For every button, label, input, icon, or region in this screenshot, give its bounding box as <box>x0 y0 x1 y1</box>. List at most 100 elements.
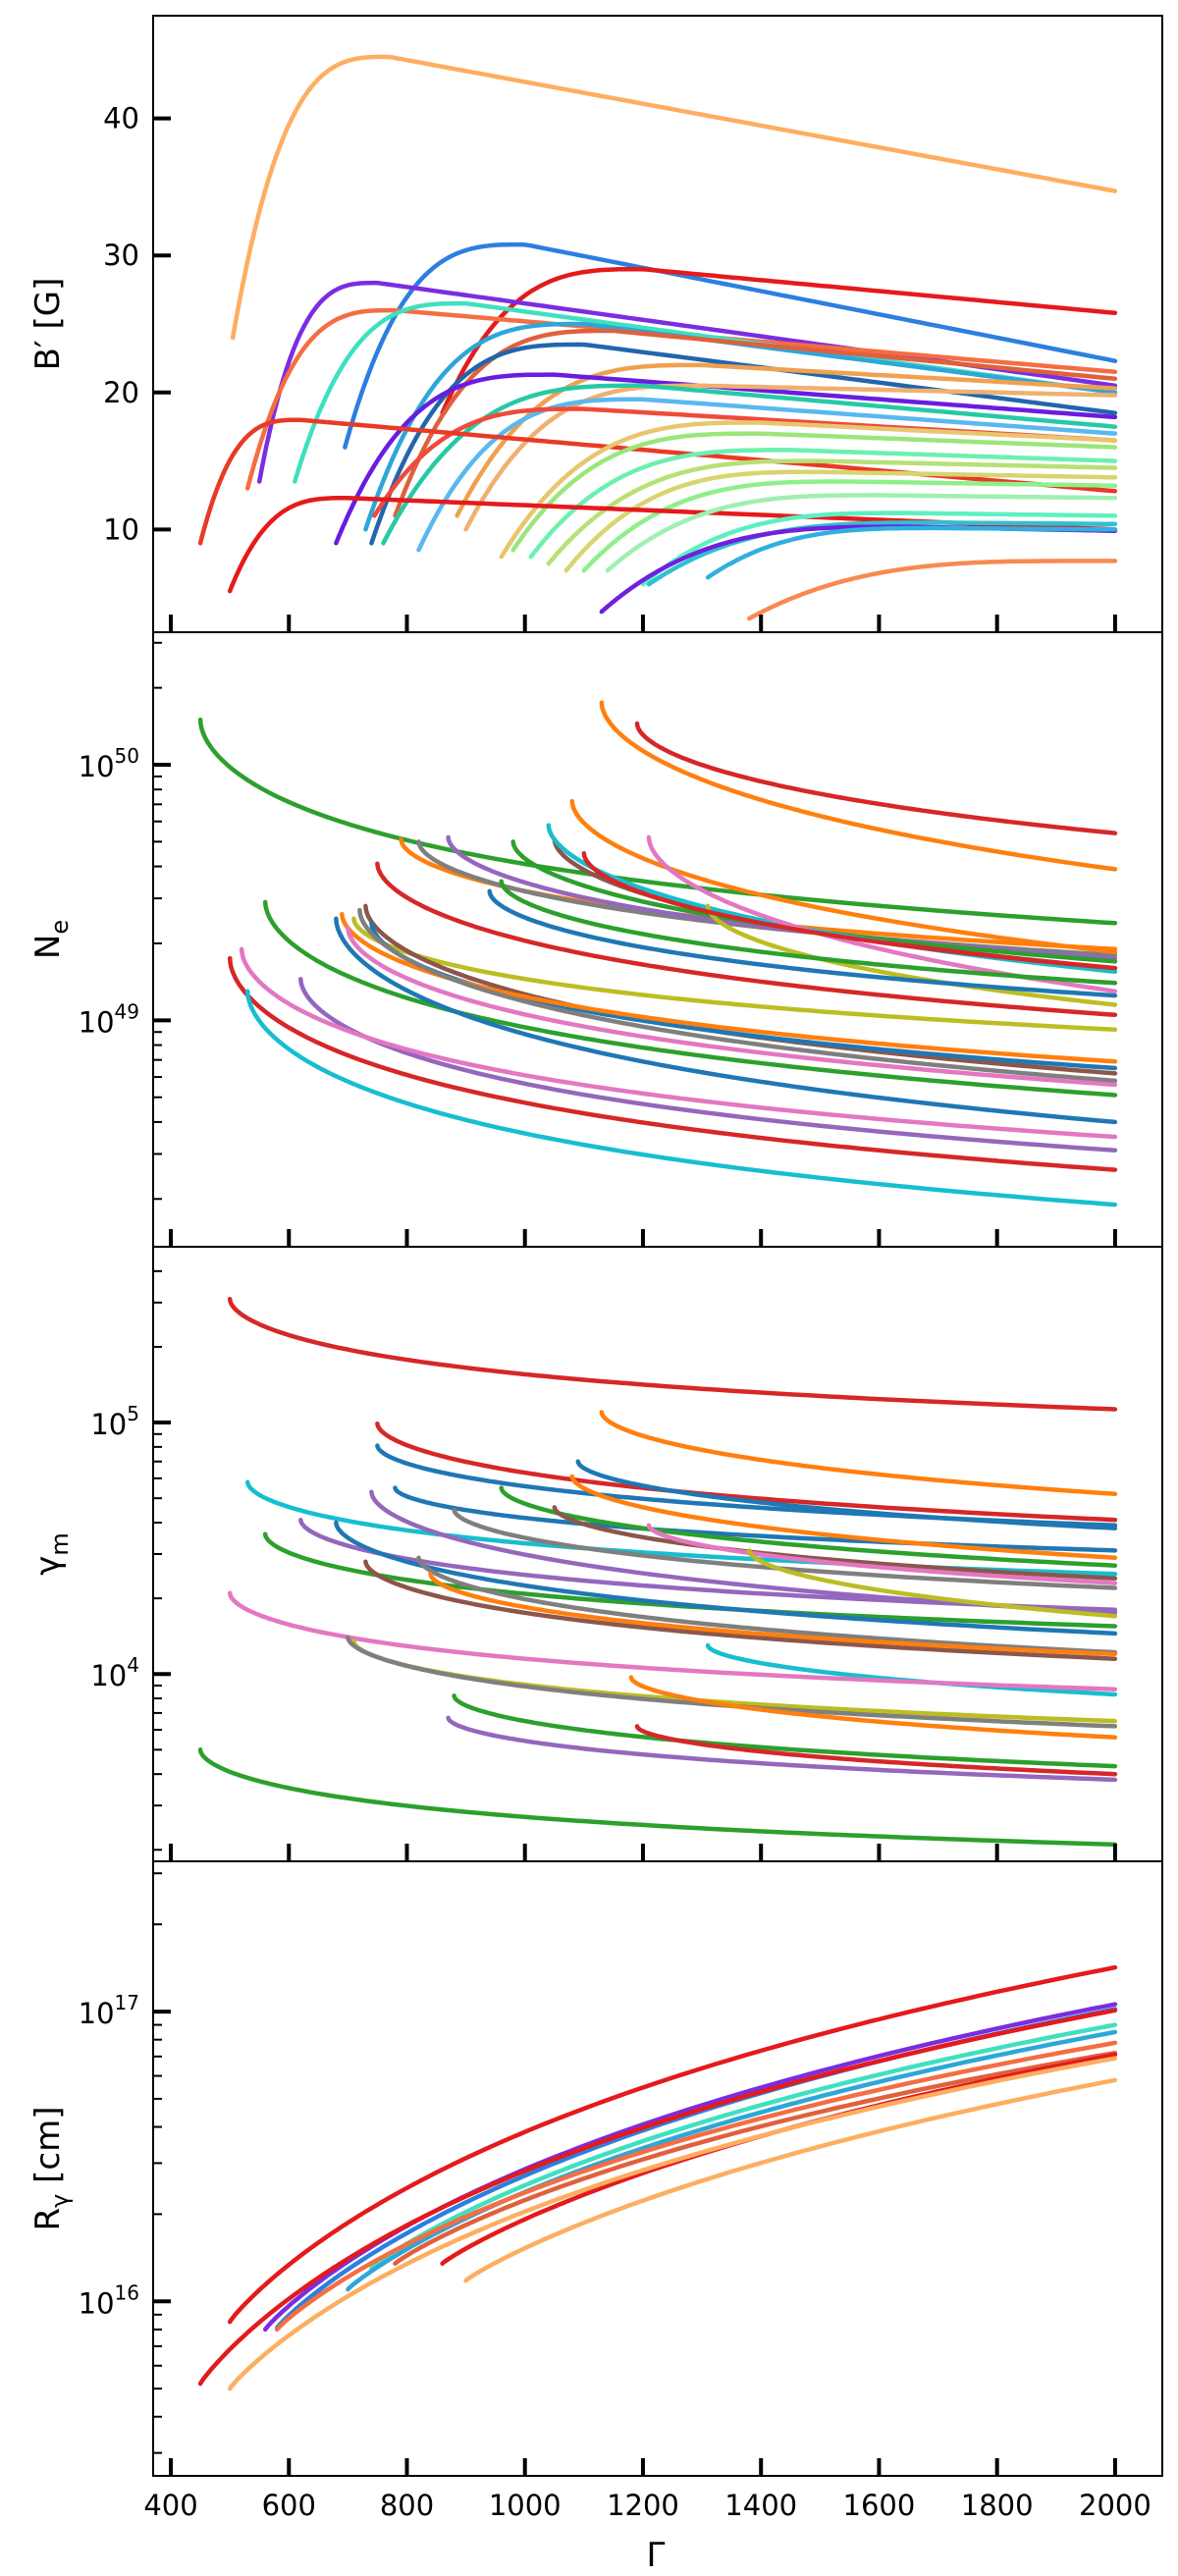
series-line-15 <box>334 1520 1118 1637</box>
series-line-13 <box>375 861 1118 1018</box>
series-line-29 <box>746 559 1118 621</box>
y-tick-label: 104 <box>90 1653 139 1692</box>
series-line-29 <box>197 1747 1118 1848</box>
y-tick-label: 1050 <box>79 744 139 783</box>
series-line-24 <box>605 493 1118 573</box>
series-line-14 <box>416 397 1118 553</box>
series-line-20 <box>546 458 1118 566</box>
x-tick-label: 1000 <box>489 2489 562 2522</box>
series-line-2 <box>599 700 1118 872</box>
y-tick-label: 1017 <box>79 1991 139 2030</box>
series-line-8 <box>569 798 1118 955</box>
y-axis-label: γm <box>28 1532 74 1576</box>
series-line-1 <box>227 1296 1118 1412</box>
series-line-19 <box>528 448 1118 560</box>
series-line-1 <box>230 54 1118 341</box>
x-tick-label: 400 <box>143 2489 197 2522</box>
series-line-8 <box>393 328 1118 518</box>
axes-frame <box>152 1860 1163 2477</box>
series-line-1 <box>227 1964 1118 2325</box>
series-line-17 <box>239 946 1118 1140</box>
series-line-28 <box>446 1715 1118 1783</box>
x-tick-label: 1200 <box>607 2489 679 2522</box>
series-line-19 <box>244 989 1118 1208</box>
series-line-9 <box>569 1474 1118 1561</box>
series-line-14 <box>262 899 1118 1098</box>
series-line-10 <box>227 2056 1118 2391</box>
panels: 10 20 30 40 B′ [G] 1049 1050 Ne 104 105 γm 1016 1017… <box>28 15 1163 2477</box>
x-axis-label: Γ <box>647 2536 666 2575</box>
y-axis-label: B′ [G] <box>28 278 68 371</box>
series-line-21 <box>563 469 1118 573</box>
series-line-25 <box>346 925 1118 1088</box>
series-line-11 <box>463 2077 1118 2283</box>
x-tick-label: 1400 <box>724 2489 797 2522</box>
series-line-14 <box>262 1531 1118 1629</box>
series-line-23 <box>340 912 1118 1064</box>
x-tick-label: 600 <box>262 2489 316 2522</box>
series-line-19 <box>646 1523 1118 1585</box>
panel-3: 104 105 γm <box>28 1246 1163 1862</box>
series-line-20 <box>351 916 1118 1033</box>
series-line-26 <box>499 879 1118 986</box>
y-tick-label: 1016 <box>79 2281 139 2320</box>
series-line-28 <box>581 851 1118 971</box>
series-line-8 <box>499 1485 1118 1568</box>
y-tick-label: 10 <box>103 512 139 546</box>
series-line-1 <box>197 717 1118 926</box>
panel-1: 10 20 30 40 B′ [G] <box>28 15 1163 633</box>
series-line-22 <box>227 1590 1118 1691</box>
series-line-3 <box>375 1421 1118 1523</box>
series-group <box>197 54 1118 621</box>
series-line-13 <box>369 1489 1118 1616</box>
y-axis-label: Rγ [cm] <box>28 2107 74 2231</box>
series-line-18 <box>227 955 1118 1172</box>
series-line-5 <box>575 1459 1118 1530</box>
y-tick-label: 105 <box>90 1402 139 1441</box>
series-group <box>197 700 1118 1208</box>
series-line-16 <box>363 1559 1118 1661</box>
y-axis-label: Ne <box>28 920 74 959</box>
series-line-24 <box>346 1635 1118 1729</box>
series-line-2 <box>599 1410 1118 1497</box>
series-line-18 <box>428 1572 1118 1657</box>
series-line-10 <box>455 362 1118 518</box>
x-tick-label: 800 <box>380 2489 434 2522</box>
series-line-2 <box>343 242 1118 450</box>
x-tick-label: 1800 <box>961 2489 1034 2522</box>
series-line-12 <box>463 383 1118 532</box>
series-line-28 <box>705 525 1118 580</box>
series-line-27 <box>634 1724 1118 1777</box>
series-line-4 <box>197 2008 1118 2387</box>
y-tick-label: 20 <box>103 376 139 409</box>
series-line-25 <box>628 1675 1118 1740</box>
series-line-16 <box>298 977 1118 1153</box>
series-line-12 <box>705 903 1118 1007</box>
series-line-16 <box>197 417 1118 546</box>
series-line-10 <box>452 1507 1118 1590</box>
panel-2: 1049 1050 Ne <box>28 631 1163 1248</box>
y-tick-label: 40 <box>103 102 139 135</box>
y-tick-label: 30 <box>103 239 139 272</box>
series-line-7 <box>363 321 1118 532</box>
series-line-8 <box>393 2050 1118 2267</box>
x-tick-labels: 400 600 800 1000 1200 1400 1600 1800 2000 <box>143 2489 1151 2522</box>
series-line-22 <box>581 479 1118 573</box>
series-line-20 <box>705 1642 1118 1697</box>
series-group <box>197 1296 1118 1848</box>
series-line-13 <box>381 383 1118 546</box>
series-line-3 <box>634 721 1118 835</box>
series-group <box>197 1964 1118 2391</box>
series-line-6 <box>346 2029 1118 2292</box>
series-line-7 <box>274 2040 1118 2333</box>
series-line-21 <box>746 1548 1118 1619</box>
series-line-11 <box>334 372 1118 546</box>
series-line-15 <box>334 916 1118 1125</box>
series-line-17 <box>416 1555 1118 1655</box>
panel-4: 1016 1017 Rγ [cm] <box>28 1860 1163 2477</box>
x-tick-label: 1600 <box>843 2489 916 2522</box>
series-line-5 <box>244 307 1118 491</box>
y-tick-label: 1049 <box>79 999 139 1039</box>
series-line-24 <box>357 907 1118 1084</box>
